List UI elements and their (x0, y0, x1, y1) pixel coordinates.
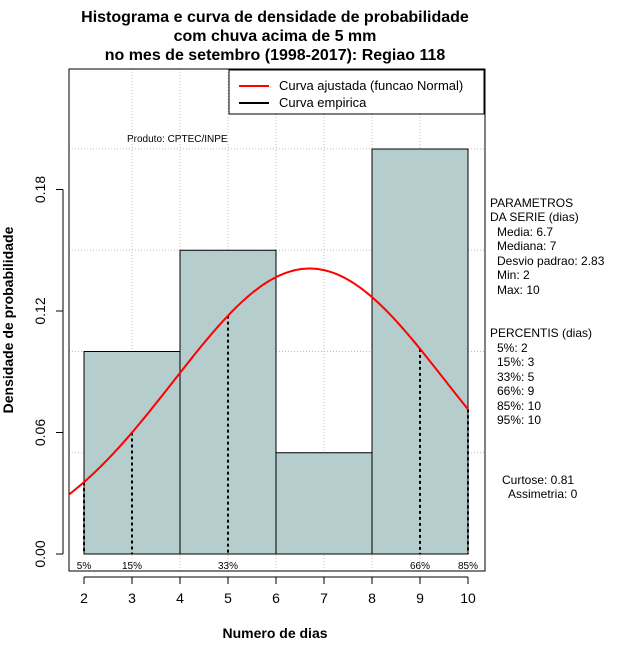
percentile-lines (83, 315, 469, 554)
percentis-header: PERCENTIS (dias) (490, 326, 592, 340)
x-tick-label-0: 2 (80, 590, 88, 606)
percentile-label-2: 15% (122, 561, 142, 572)
y-tick-label-1: 0.06 (32, 419, 48, 446)
percentile-labels: 5% 15% 33% 66% 85% (77, 561, 478, 572)
legend: Curva ajustada (funcao Normal) Curva emp… (228, 69, 485, 115)
percentil-15: 15%: 3 (497, 355, 535, 369)
percentil-33: 33%: 5 (497, 370, 535, 384)
percentil-85: 85%: 10 (497, 399, 541, 413)
y-tick-label-2: 0.12 (32, 297, 48, 324)
x-tick-label-8: 10 (460, 590, 476, 606)
x-tick-label-3: 5 (224, 590, 232, 606)
x-tick-label-2: 4 (176, 590, 184, 606)
percentile-label-5: 85% (458, 561, 478, 572)
percentil-95: 95%: 10 (497, 413, 541, 427)
chart-title-line-1: Histograma e curva de densidade de proba… (81, 9, 469, 26)
y-axis: 0.00 0.06 0.12 0.18 (32, 176, 64, 568)
percentile-label-4: 66% (410, 561, 430, 572)
curtose-label: Curtose: 0.81 (502, 473, 574, 487)
x-axis-title: Numero de dias (222, 625, 327, 641)
x-tick-label-4: 6 (272, 590, 280, 606)
y-tick-label-0: 0.00 (32, 540, 48, 567)
percentis-panel: PERCENTIS (dias) 5%: 2 15%: 3 33%: 5 66%… (490, 326, 592, 427)
percentile-label-1: 5% (77, 561, 92, 572)
plot-frame (68, 68, 486, 572)
x-axis: 2 3 4 5 6 7 8 9 10 (80, 576, 476, 606)
param-min: Min: 2 (497, 268, 530, 282)
y-tick-label-3: 0.18 (32, 176, 48, 203)
y-axis-title: Densidade de probabilidade (0, 226, 16, 413)
legend-box (228, 69, 485, 115)
param-mediana: Mediana: 7 (497, 239, 557, 253)
normal-curve-line (68, 267, 469, 495)
chart-title-line-2: com chuva acima de 5 mm (174, 28, 377, 45)
x-tick-label-5: 7 (320, 590, 328, 606)
params-header-2: DA SERIE (dias) (490, 210, 579, 224)
percentil-5: 5%: 2 (497, 341, 528, 355)
percentile-label-3: 33% (218, 561, 238, 572)
histogram-bars (83, 148, 469, 555)
x-tick-label-1: 3 (128, 590, 136, 606)
assimetria-label: Assimetria: 0 (508, 487, 578, 501)
chart-title-line-3: no mes de setembro (1998-2017): Regiao 1… (105, 47, 446, 64)
legend-label-normal: Curva ajustada (funcao Normal) (279, 78, 463, 93)
params-header-1: PARAMETROS (490, 196, 573, 210)
param-max: Max: 10 (497, 283, 540, 297)
x-tick-label-7: 9 (416, 590, 424, 606)
shape-panel: Curtose: 0.81 Assimetria: 0 (502, 473, 578, 501)
x-tick-label-6: 8 (368, 590, 376, 606)
parameters-panel: PARAMETROS DA SERIE (dias) Media: 6.7 Me… (490, 196, 605, 297)
product-label: Produto: CPTEC/INPE (127, 134, 228, 145)
param-media: Media: 6.7 (497, 225, 553, 239)
param-desvio: Desvio padrao: 2.83 (497, 254, 605, 268)
histogram-bar-3 (275, 452, 373, 555)
percentil-66: 66%: 9 (497, 384, 535, 398)
legend-label-empirical: Curva empirica (279, 95, 367, 110)
